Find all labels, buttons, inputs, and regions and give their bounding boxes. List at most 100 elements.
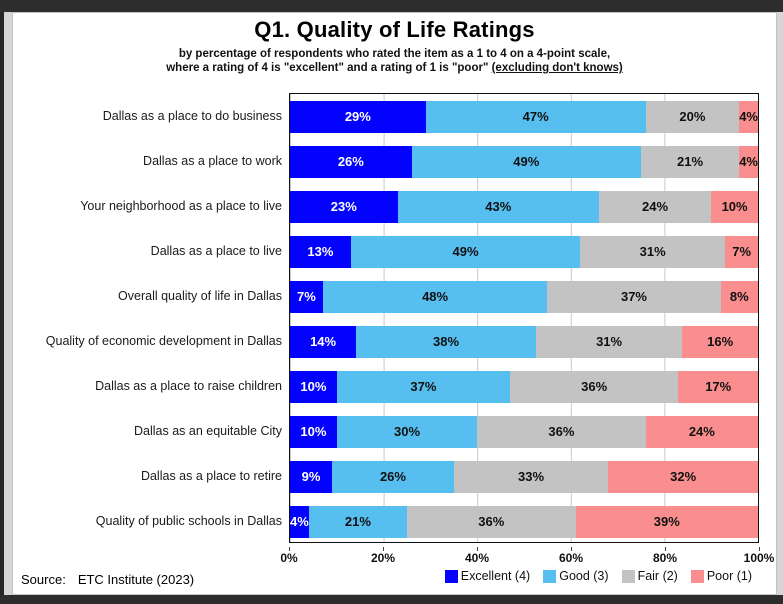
axis-tick-mark (289, 547, 290, 551)
bar-value-label: 36% (548, 424, 575, 439)
category-label: Quality of economic development in Dalla… (45, 333, 282, 348)
bar-value-label: 39% (653, 514, 680, 529)
legend: Excellent (4) Good (3) Fair (2) Poor (1) (444, 569, 752, 583)
bar-value-label: 32% (670, 469, 697, 484)
bar-segment: 21% (640, 145, 740, 178)
bar-row: 29% 47% 20% 4% (290, 94, 758, 139)
bar-segment: 49% (411, 145, 641, 178)
bar-value-label: 4% (739, 154, 758, 169)
bar-row: 7% 48% 37% 8% (290, 274, 758, 319)
axis-tick-mark (571, 547, 572, 551)
category-label: Quality of public schools in Dallas (95, 513, 282, 528)
bar-value-label: 8% (729, 289, 749, 304)
bar-value-label: 37% (620, 289, 647, 304)
bar-segment: 36% (509, 370, 679, 403)
bar-value-label: 36% (581, 379, 608, 394)
bar-segment: 24% (645, 415, 758, 448)
source-text: ETC Institute (2023) (77, 572, 195, 587)
slide-bottom-band (0, 595, 783, 604)
footer-row: Source: ETC Institute (2023) Excellent (4… (13, 569, 776, 591)
bar-value-label: 31% (639, 244, 666, 259)
bar-segment: 7% (725, 235, 758, 268)
bar-segment: 43% (397, 190, 599, 223)
legend-item: Poor (1) (690, 569, 752, 583)
bar-segment: 37% (336, 370, 510, 403)
axis-tick-label: 20% (370, 551, 396, 565)
bar-value-label: 24% (688, 424, 715, 439)
bar-row: 4% 21% 36% 39% (290, 499, 758, 544)
axis-tick-label: 40% (464, 551, 490, 565)
chart-page: Q1. Quality of Life Ratings by percentag… (12, 12, 777, 595)
legend-label: Good (3) (559, 569, 609, 583)
bar-row: 9% 26% 33% 32% (290, 454, 759, 499)
stacked-bar: 10% 37% 36% 17% (290, 370, 758, 403)
chart-body: Dallas as a place to do business Dallas a… (13, 93, 759, 543)
stacked-bar: 9% 26% 33% 32% (290, 460, 759, 493)
bar-segment: 23% (290, 190, 398, 223)
legend-swatch (444, 569, 458, 583)
legend-label: Fair (2) (637, 569, 678, 583)
legend-label: Poor (1) (706, 569, 752, 583)
axis-tick-label: 0% (280, 551, 298, 565)
bar-row: 13% 49% 31% 7% (290, 229, 758, 274)
subtitle-line1: by percentage of respondents who rated t… (178, 48, 611, 60)
bar-segment: 10% (711, 190, 758, 223)
bar-segment: 17% (678, 370, 758, 403)
bar-segment: 37% (547, 280, 721, 313)
bar-value-label: 33% (518, 469, 545, 484)
legend-item: Excellent (4) (444, 569, 530, 583)
category-label: Dallas as a place to live (150, 243, 282, 258)
bar-value-label: 4% (290, 514, 309, 529)
x-axis: 0% 20% 40% 60% 80% 100% (280, 547, 774, 567)
bar-row: 23% 43% 24% 10% (290, 184, 758, 229)
bar-segment: 13% (290, 235, 351, 268)
bar-value-label: 10% (721, 199, 748, 214)
bar-row: 26% 49% 21% 4% (290, 139, 758, 184)
slide-left-edge (0, 0, 4, 604)
bar-value-label: 26% (379, 469, 406, 484)
bar-value-label: 30% (393, 424, 421, 439)
bar-value-label: 38% (432, 334, 460, 349)
bar-value-label: 21% (677, 154, 704, 169)
bar-value-label: 24% (642, 199, 669, 214)
bar-value-label: 10% (300, 379, 327, 394)
bar-segment: 4% (739, 145, 758, 178)
bar-segment: 48% (322, 280, 548, 313)
bar-segment: 36% (477, 415, 646, 448)
bar-value-label: 23% (330, 199, 357, 214)
bar-value-label: 26% (337, 154, 364, 169)
bar-row: 10% 30% 36% 24% (290, 409, 758, 454)
legend-item: Fair (2) (621, 569, 678, 583)
bar-segment: 36% (407, 505, 576, 538)
stacked-bar: 29% 47% 20% 4% (290, 100, 758, 133)
bar-segment: 29% (290, 100, 426, 133)
bar-segment: 9% (290, 460, 333, 493)
axis-tick-mark (383, 547, 384, 551)
legend-swatch (543, 569, 557, 583)
bar-segment: 26% (332, 460, 454, 493)
bar-value-label: 17% (705, 379, 732, 394)
bar-value-label: 49% (452, 244, 479, 259)
bar-segment: 49% (350, 235, 581, 268)
source-label: Source: (21, 572, 66, 587)
bar-value-label: 31% (596, 334, 623, 349)
axis-tick-label: 60% (558, 551, 584, 565)
bar-row: 14% 38% 31% 16% (290, 319, 759, 364)
bar-value-label: 4% (739, 109, 758, 124)
category-label: Dallas as a place to work (143, 153, 282, 168)
axis-tick-mark (477, 547, 478, 551)
subtitle-underlined-note: (excluding don't knows) (491, 62, 623, 74)
bar-value-label: 48% (422, 289, 449, 304)
bar-segment: 30% (336, 415, 478, 448)
bar-segment: 26% (290, 145, 412, 178)
bar-value-label: 7% (296, 289, 316, 304)
category-label: Overall quality of life in Dallas (118, 288, 282, 303)
bar-value-label: 7% (732, 244, 752, 259)
bar-segment: 20% (645, 100, 740, 133)
bar-value-label: 37% (410, 379, 437, 394)
legend-swatch (621, 569, 635, 583)
bar-segment: 4% (739, 100, 758, 133)
bar-segment: 10% (290, 370, 337, 403)
bar-value-label: 29% (344, 109, 371, 124)
